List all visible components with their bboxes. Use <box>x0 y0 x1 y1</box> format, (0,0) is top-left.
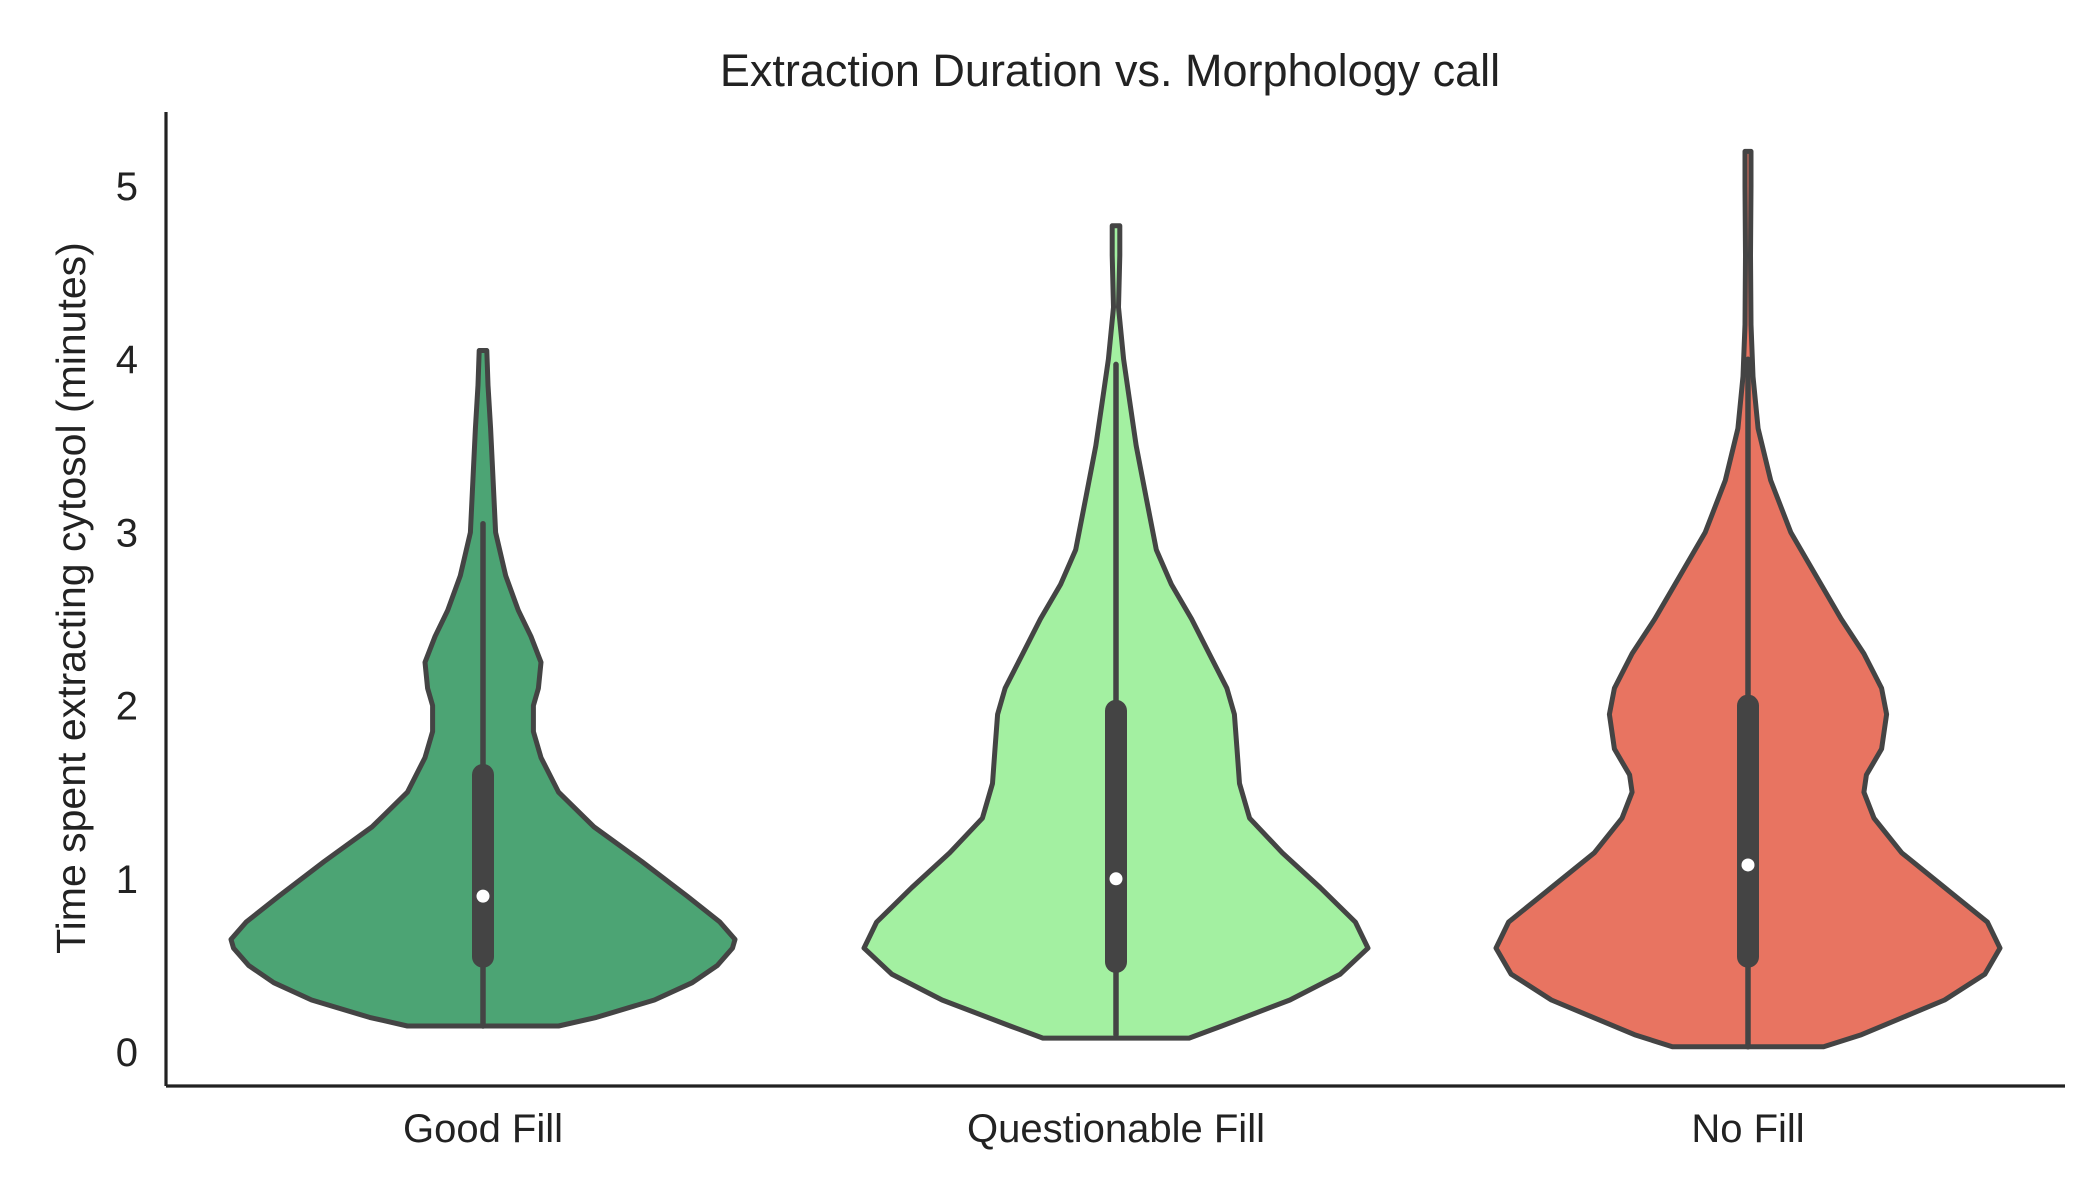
y-tick-label: 2 <box>116 685 138 729</box>
y-axis-ticks: 0 1 2 3 4 5 <box>116 165 138 1075</box>
x-tick-label: Good Fill <box>403 1107 563 1151</box>
violin-questionable-fill <box>861 223 1371 1041</box>
median-marker <box>476 889 490 903</box>
y-axis-label: Time spent extracting cytosol (minutes) <box>48 242 94 954</box>
median-marker <box>1741 858 1755 872</box>
median-marker <box>1109 872 1123 886</box>
y-tick-label: 0 <box>116 1031 138 1075</box>
violin-group <box>228 148 2003 1050</box>
y-tick-label: 1 <box>116 858 138 902</box>
y-tick-label: 4 <box>116 338 138 382</box>
y-tick-label: 3 <box>116 511 138 555</box>
x-axis-ticks: Good Fill Questionable Fill No Fill <box>403 1107 1805 1151</box>
x-tick-label: No Fill <box>1691 1107 1804 1151</box>
x-tick-label: Questionable Fill <box>967 1107 1265 1151</box>
violin-good-fill <box>228 348 738 1029</box>
chart-title: Extraction Duration vs. Morphology call <box>720 45 1500 96</box>
violin-no-fill <box>1493 148 2003 1050</box>
y-tick-label: 5 <box>116 165 138 209</box>
